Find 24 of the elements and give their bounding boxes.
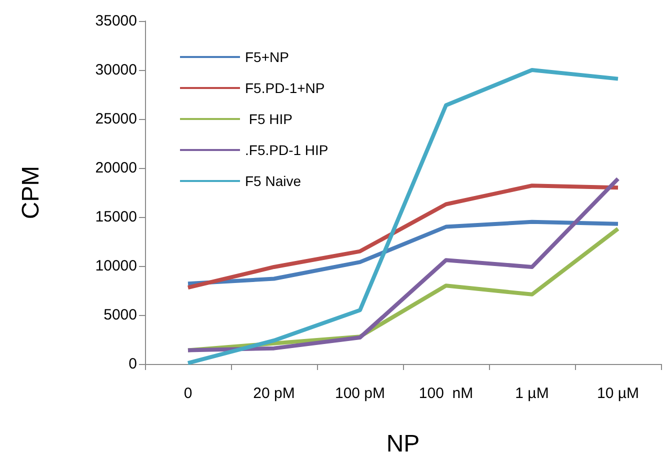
y-tick-label: 30000	[95, 62, 137, 78]
line-series	[186, 176, 620, 352]
legend-label: F5.PD-1+NP	[245, 80, 325, 96]
y-tick-label: 0	[128, 356, 137, 372]
x-tick-label: 10 µM	[597, 385, 639, 402]
y-tick-label: 25000	[95, 110, 137, 128]
legend-label: F5+NP	[245, 49, 289, 65]
y-tick-label: 20000	[95, 160, 137, 176]
legend-label: F5 Naive	[245, 173, 302, 189]
line-series	[186, 220, 620, 286]
y-axis-title: CPM	[18, 166, 44, 220]
x-tick-label: 1 µM	[515, 385, 549, 402]
y-tick-label: 10000	[95, 258, 137, 274]
legend-label: F5 HIP	[245, 111, 292, 127]
legend-label: .F5.PD-1 HIP	[245, 142, 328, 158]
x-tick-label: 100 pM	[334, 385, 386, 402]
x-tick-label: 100 nM	[418, 385, 474, 402]
line-series	[186, 68, 620, 366]
x-axis-title: NP	[386, 430, 420, 458]
x-tick-label: 20 pM	[253, 385, 295, 402]
x-tick-label: 0	[184, 385, 192, 402]
y-tick-label: 15000	[95, 208, 137, 226]
y-tick-label: 35000	[95, 12, 137, 30]
y-tick-label: 5000	[104, 306, 137, 324]
